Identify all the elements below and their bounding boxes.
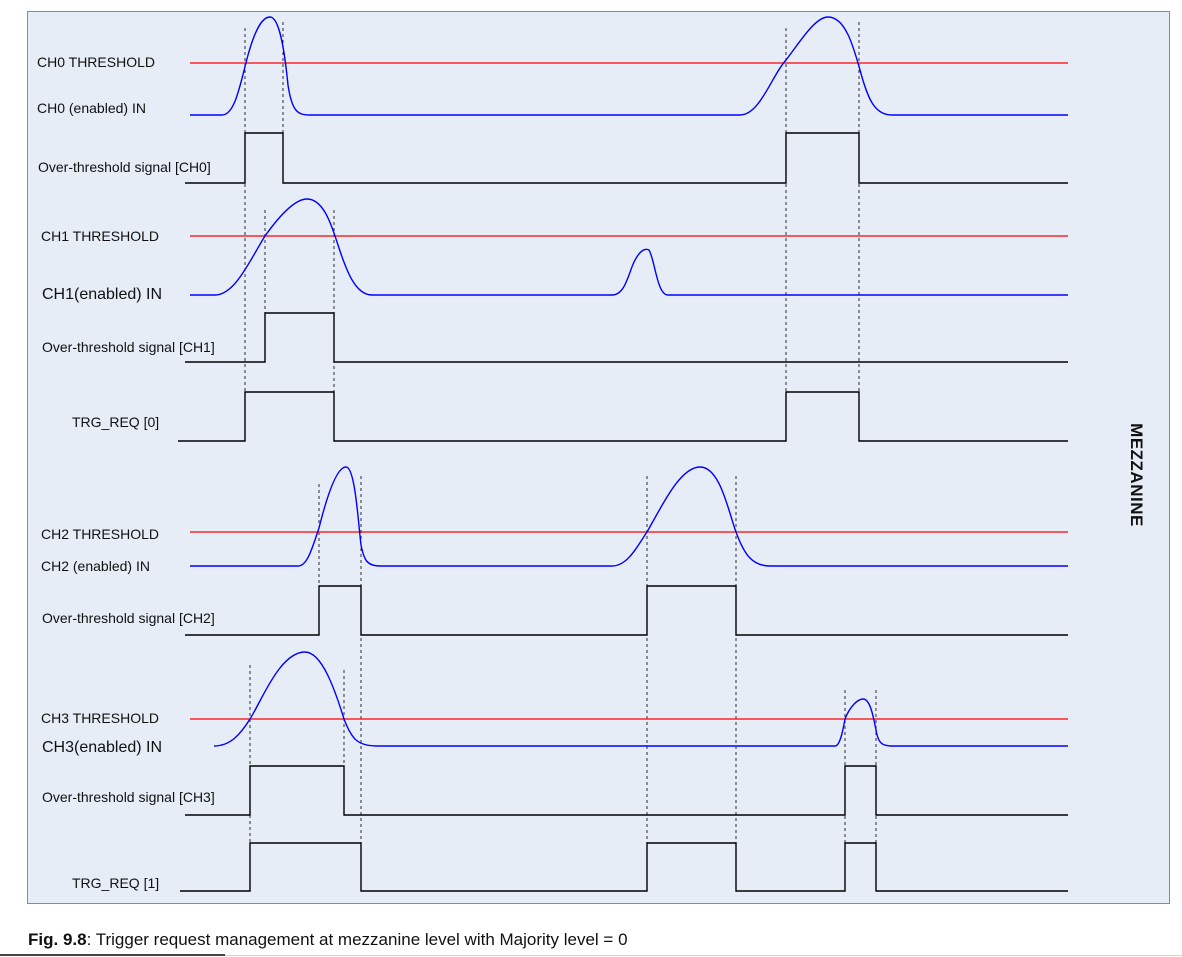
ch1-over-threshold-signal (185, 312, 1068, 363)
trg-req-1-label: TRG_REQ [1] (72, 875, 160, 891)
diagram-frame (27, 11, 1170, 904)
caption-rule-accent (0, 954, 225, 956)
trg-req-1-signal (180, 842, 1068, 892)
analog-waveforms (190, 16, 1068, 747)
ch3-input-wave (213, 651, 1068, 747)
ch0-input-label: CH0 (enabled) IN (37, 100, 146, 116)
ch0-ots-label: Over-threshold signal [CH0] (38, 159, 211, 175)
caption-text: : Trigger request management at mezzanin… (86, 930, 628, 949)
ch3-over-threshold-signal (185, 765, 1068, 816)
ch3-input-label: CH3(enabled) IN (42, 739, 163, 756)
caption-figure-number: Fig. 9.8 (28, 930, 87, 949)
ch2-input-label: CH2 (enabled) IN (41, 558, 150, 574)
threshold-lines (190, 62, 1068, 720)
ch2-over-threshold-signal (185, 585, 1068, 636)
ch2-ots-label: Over-threshold signal [CH2] (42, 610, 215, 626)
caption-rule (0, 955, 1182, 956)
ch1-threshold-label: CH1 THRESHOLD (41, 228, 159, 244)
mezzanine-side-label: MEZZANINE (1127, 423, 1146, 527)
ch1-input-wave (190, 198, 1068, 296)
figure-caption: Fig. 9.8: Trigger request management at … (28, 930, 628, 950)
ch3-threshold-label: CH3 THRESHOLD (41, 710, 159, 726)
ch1-input-label: CH1(enabled) IN (42, 286, 163, 303)
ch2-threshold-label: CH2 THRESHOLD (41, 526, 159, 542)
digital-signals (178, 132, 1068, 892)
ch0-threshold-label: CH0 THRESHOLD (37, 54, 155, 70)
ch1-ots-label: Over-threshold signal [CH1] (42, 339, 215, 355)
ch2-input-wave (190, 466, 1068, 567)
ch0-input-wave (190, 16, 1068, 116)
ch0-over-threshold-signal (185, 132, 1068, 184)
trg-req-0-label: TRG_REQ [0] (72, 414, 160, 430)
dashed-guides (244, 22, 877, 891)
ch3-ots-label: Over-threshold signal [CH3] (42, 789, 215, 805)
trg-req-0-signal (178, 391, 1068, 442)
